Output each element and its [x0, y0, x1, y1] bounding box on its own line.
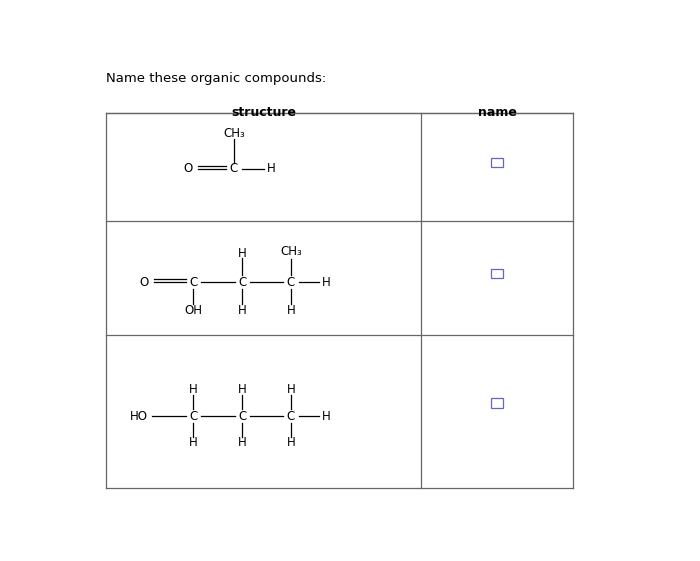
- Text: CH₃: CH₃: [280, 246, 302, 259]
- Text: H: H: [286, 436, 295, 449]
- Text: H: H: [238, 304, 246, 317]
- Text: Name these organic compounds:: Name these organic compounds:: [106, 72, 327, 85]
- Text: structure: structure: [231, 106, 296, 119]
- Text: C: C: [287, 275, 295, 289]
- Text: H: H: [189, 436, 197, 449]
- Text: C: C: [287, 410, 295, 422]
- Text: H: H: [238, 436, 246, 449]
- Bar: [491, 398, 503, 408]
- Text: O: O: [140, 275, 149, 289]
- Text: H: H: [267, 162, 275, 176]
- Text: H: H: [286, 304, 295, 317]
- Text: C: C: [189, 410, 197, 422]
- Text: H: H: [286, 383, 295, 396]
- Text: C: C: [189, 275, 197, 289]
- Text: O: O: [183, 162, 192, 176]
- Text: H: H: [322, 410, 330, 422]
- Text: H: H: [189, 383, 197, 396]
- Text: C: C: [238, 410, 246, 422]
- Bar: [491, 269, 503, 278]
- Text: H: H: [322, 275, 330, 289]
- Text: OH: OH: [184, 304, 202, 317]
- Text: C: C: [230, 162, 238, 176]
- Text: HO: HO: [130, 410, 148, 422]
- Text: CH₃: CH₃: [223, 127, 245, 140]
- Text: C: C: [238, 275, 246, 289]
- Text: H: H: [238, 383, 246, 396]
- Text: name: name: [477, 106, 517, 119]
- Bar: [491, 158, 503, 167]
- Text: H: H: [238, 247, 246, 260]
